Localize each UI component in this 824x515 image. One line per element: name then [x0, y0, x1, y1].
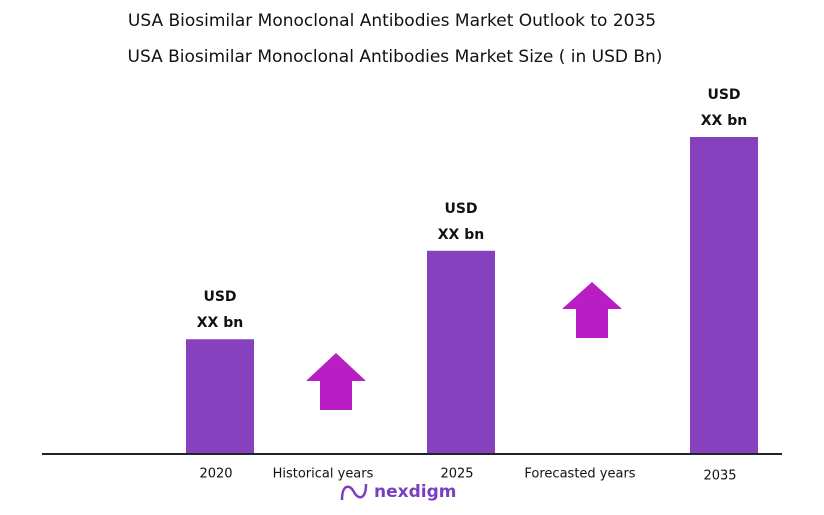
period-label: Historical years — [273, 467, 374, 482]
growth-arrow — [562, 282, 622, 338]
growth-arrow — [306, 353, 366, 410]
x-tick-label: 2035 — [703, 469, 736, 484]
data-label: USD — [203, 289, 236, 305]
chart-subtitle: USA Biosimilar Monoclonal Antibodies Mar… — [128, 47, 663, 67]
data-label: USD — [444, 201, 477, 217]
data-label: XX bn — [197, 315, 243, 331]
data-label: XX bn — [701, 113, 747, 129]
brand-name: nexdigm — [374, 482, 456, 502]
x-tick-label: 2025 — [440, 467, 473, 482]
bar — [427, 250, 495, 453]
chart-title: USA Biosimilar Monoclonal Antibodies Mar… — [128, 11, 656, 31]
bar — [690, 137, 758, 453]
period-label: Forecasted years — [524, 467, 635, 482]
brand-logo — [340, 483, 368, 501]
x-tick-label: 2020 — [199, 467, 232, 482]
data-label: XX bn — [438, 227, 484, 243]
data-label: USD — [707, 87, 740, 103]
bar — [186, 339, 254, 453]
